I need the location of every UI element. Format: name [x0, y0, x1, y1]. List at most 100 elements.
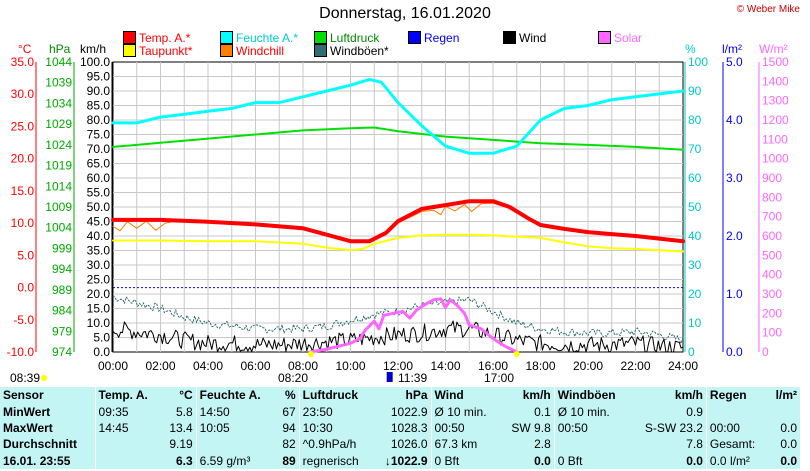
y-tick-label-wind: 85.0	[87, 99, 111, 113]
y-tick-label-wind: 5.0	[93, 331, 110, 345]
stats-cell: Ø 10 min.	[430, 403, 501, 420]
x-tick-label: 00:00	[98, 359, 128, 373]
x-tick-label: 14:00	[430, 359, 460, 373]
legend-swatch	[123, 31, 136, 44]
y-tick-label-wind: 70.0	[87, 142, 111, 156]
y-tick-label-press: 984	[52, 304, 72, 318]
y-tick-label-solar: 800	[762, 190, 782, 204]
stats-cell: 7.8	[686, 437, 703, 452]
stats-cell: ↓1022.9	[384, 453, 428, 468]
y-tick-label-wind: 45.0	[87, 215, 111, 229]
y-tick-label-temp: 0.0	[17, 281, 34, 295]
y-tick-label-solar: 900	[762, 171, 782, 185]
legend-swatch	[314, 31, 327, 44]
legend-swatch	[408, 31, 421, 44]
x-tick-label: 08:00	[288, 359, 318, 373]
legend-label: Wind	[519, 31, 547, 45]
stats-cell	[195, 436, 276, 453]
y-tick-label-press: 1024	[45, 138, 72, 152]
x-tick-label: 06:00	[240, 359, 270, 373]
stats-cell: 89	[282, 453, 296, 468]
stats-header: %	[285, 388, 296, 403]
axes: 35.030.025.020.015.010.05.00.0-5.0-10.01…	[7, 55, 789, 373]
series-line-luftdruck	[112, 126, 684, 151]
stats-table: Sensor Temp. A. °C Feuchte A. % Luftdruc…	[0, 387, 800, 469]
y-tick-label-solar: 1200	[762, 113, 789, 127]
y-tick-label-hum: 100	[688, 55, 708, 69]
weather-chart: 35.030.025.020.015.010.05.00.0-5.0-10.01…	[7, 55, 789, 382]
stats-row-avg: Durchschnitt 9.19 82 ^0.9hPa/h 1026.0 67…	[0, 436, 800, 453]
chart-title: Donnerstag, 16.01.2020	[319, 5, 491, 22]
stats-cell: 6.59 g/m³	[195, 452, 276, 469]
legend-swatch	[598, 31, 611, 44]
series-line-solar	[308, 297, 519, 354]
y-tick-label-wind: 40.0	[87, 229, 111, 243]
y-tick-label-press: 994	[52, 262, 72, 276]
copyright-text: © Weber Mike	[736, 4, 800, 15]
stats-header: Luftdruck	[298, 387, 373, 404]
axis-unit-pressure: hPa	[49, 42, 71, 56]
y-tick-label-rain: 5.0	[726, 55, 743, 69]
x-tick-label: 20:00	[573, 359, 603, 373]
y-tick-label-wind: 55.0	[87, 186, 111, 200]
y-tick-label-temp: 30.0	[11, 87, 35, 101]
stats-cell: 16.01. 23:55	[3, 453, 71, 468]
legend-swatch	[123, 44, 136, 57]
y-tick-label-temp: 5.0	[17, 248, 34, 262]
stats-cell: 1026.0	[390, 437, 428, 452]
y-tick-label-temp: 10.0	[11, 216, 35, 230]
stats-cell	[768, 403, 800, 419]
stats-cell: 0.0	[686, 453, 703, 468]
legend-item-humidity: Feuchte A.*	[220, 31, 298, 45]
stats-cell: 00:50	[430, 419, 501, 437]
stats-header: Windböen	[553, 387, 631, 404]
legend-label: Temp. A.*	[139, 31, 191, 45]
y-tick-label-solar: 400	[762, 268, 782, 282]
series-line-taupunkt	[112, 233, 684, 253]
legend-label: Luftdruck	[330, 31, 380, 45]
stats-header: Temp. A.	[94, 387, 161, 404]
y-tick-label-solar: 700	[762, 210, 782, 224]
y-tick-label-wind: 60.0	[87, 171, 111, 185]
x-tick-label: 04:00	[193, 359, 223, 373]
sunset-time: 17:00	[484, 371, 515, 385]
stats-cell: 13.4	[169, 420, 193, 435]
stats-header: km/h	[522, 388, 551, 403]
legend-label: Windböen*	[330, 44, 389, 58]
y-tick-label-wind: 90.0	[87, 84, 111, 98]
solar-noon-time: 11:39	[398, 371, 428, 385]
y-tick-label-rain: 2.0	[726, 229, 743, 243]
stats-header: km/h	[674, 388, 703, 403]
stats-cell	[553, 436, 631, 453]
y-tick-label-solar: 1300	[762, 94, 789, 108]
stats-cell: 5.8	[175, 404, 193, 419]
y-tick-label-wind: 10.0	[87, 316, 111, 330]
series-line-wind	[112, 320, 684, 353]
legend-item-gusts: Windböen*	[314, 44, 389, 58]
y-tick-label-temp: 15.0	[11, 184, 35, 198]
legend-item-windchill: Windchill	[220, 44, 284, 58]
stats-cell: 23:50	[298, 403, 373, 420]
legend-label: Feuchte A.*	[236, 31, 299, 45]
stats-cell: Gesamt:	[705, 436, 768, 453]
legend-item-solar: Solar	[598, 31, 642, 45]
stats-cell: 67.3 km	[430, 436, 501, 453]
stats-cell: 0 Bft	[553, 452, 631, 469]
y-tick-label-hum: 40	[688, 229, 702, 243]
stats-cell: 67	[282, 404, 296, 419]
sunrise-marker-icon	[307, 351, 314, 357]
legend-item-pressure: Luftdruck	[314, 31, 379, 45]
y-tick-label-press: 1014	[45, 179, 72, 193]
solar-noon-marker-icon	[386, 372, 393, 382]
stats-cell: MinWert	[3, 404, 51, 419]
y-tick-label-hum: 20	[688, 287, 702, 301]
y-tick-label-press: 1009	[45, 200, 72, 214]
stats-cell	[94, 436, 161, 453]
x-tick-label: 10:00	[335, 359, 365, 373]
legend-item-rain: Regen	[408, 31, 459, 45]
y-tick-label-wind: 15.0	[87, 302, 111, 316]
stats-cell: MaxWert	[3, 420, 53, 435]
y-tick-label-press: 1034	[45, 96, 72, 110]
stats-header-row: Sensor Temp. A. °C Feuchte A. % Luftdruc…	[0, 387, 800, 404]
y-tick-label-wind: 100.0	[80, 55, 110, 69]
